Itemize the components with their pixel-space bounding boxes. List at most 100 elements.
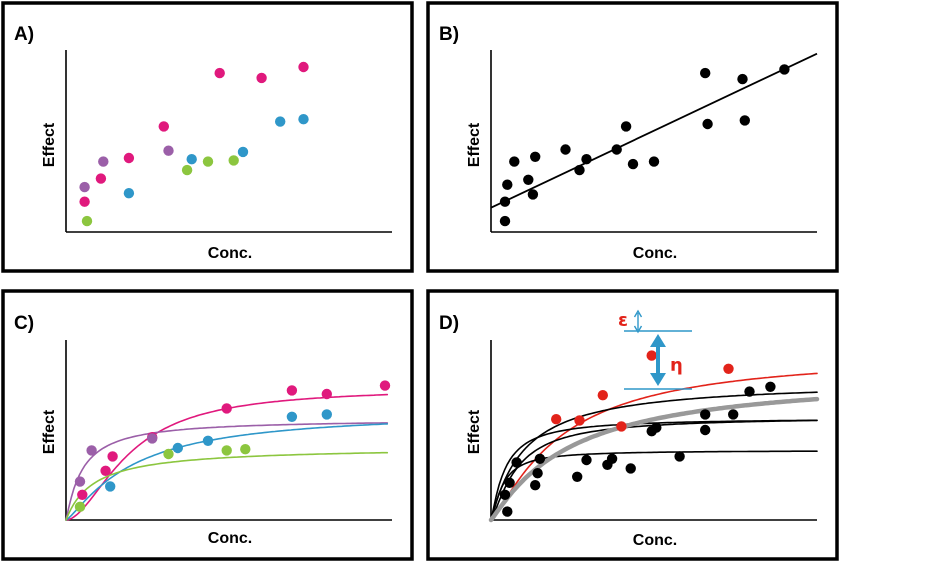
point-black-0-2	[504, 477, 515, 488]
eta-arrow-head-up	[650, 334, 666, 347]
point-black-0-5	[527, 189, 539, 200]
point-black-0-10	[611, 144, 622, 155]
point-red-1-0	[551, 414, 562, 425]
curve-purple-1	[65, 422, 389, 521]
point-black-0-13	[648, 156, 660, 167]
curve-black-1	[490, 391, 818, 521]
point-black-0-1	[499, 196, 511, 207]
point-blue-2-0	[123, 188, 135, 199]
point-black-0-0	[499, 215, 511, 227]
panel-b: B) Conc. Effect	[426, 1, 839, 273]
point-black-0-17	[739, 115, 750, 126]
panel-a-xlabel: Conc.	[208, 245, 252, 262]
point-red-1-1	[574, 415, 585, 426]
point-black-0-15	[700, 424, 711, 436]
point-black-0-8	[581, 454, 592, 466]
point-green-5-0	[228, 155, 239, 166]
point-blue-2-3	[275, 116, 286, 127]
point-purple-1-0	[79, 181, 90, 193]
panel-b-xlabel: Conc.	[633, 245, 677, 262]
point-green-3-2	[202, 156, 214, 167]
point-black-0-1	[499, 489, 511, 500]
point-black-0-0	[502, 506, 513, 517]
point-black-0-5	[532, 468, 543, 479]
point-magenta-0-1	[95, 173, 107, 184]
point-green-3-0	[74, 501, 86, 512]
point-black-0-17	[728, 409, 739, 420]
point-red-1-4	[646, 350, 657, 361]
point-green-3-1	[163, 448, 174, 460]
panel-d-ylabel: Effect	[466, 409, 483, 454]
point-black-0-18	[779, 64, 790, 75]
panel-a: A) Conc. Effect	[1, 1, 414, 273]
point-black-0-16	[737, 73, 748, 85]
point-black-0-19	[765, 381, 776, 392]
point-black-0-2	[502, 179, 513, 190]
point-black-0-13	[651, 422, 662, 433]
point-black-0-14	[674, 451, 685, 462]
panel-b-label: B)	[439, 24, 459, 45]
point-magenta-0-4	[214, 67, 225, 79]
eta-annotation: η	[624, 330, 692, 390]
eta-arrow-head-down	[650, 373, 666, 386]
epsilon-annotation: ε	[618, 309, 643, 334]
panel-d-plot	[488, 350, 820, 523]
regression-line-0	[490, 52, 818, 209]
point-purple-1-2	[147, 433, 158, 444]
point-magenta-0-0	[77, 489, 88, 500]
point-black-0-4	[523, 174, 534, 185]
panel-a-ylabel: Effect	[41, 122, 58, 167]
panel-c-ylabel: Effect	[41, 409, 58, 454]
point-purple-1-1	[98, 156, 109, 167]
point-magenta-0-5	[286, 385, 298, 396]
point-black-0-14	[700, 67, 711, 79]
panel-d-label: D)	[439, 313, 459, 334]
eta-label: η	[670, 355, 683, 376]
panel-a-frame	[1, 1, 414, 273]
point-magenta-0-6	[321, 388, 332, 400]
curve-green-3	[65, 451, 389, 521]
panel-c: C) Conc. Effect	[1, 289, 414, 561]
point-green-3-1	[181, 164, 193, 176]
epsilon-label: ε	[618, 310, 628, 331]
point-purple-1-1	[86, 445, 97, 456]
point-blue-2-1	[186, 154, 197, 165]
panel-d: D) Conc. Effect ε η	[426, 289, 839, 561]
point-purple-1-0	[74, 476, 86, 487]
point-black-0-15	[702, 118, 713, 130]
panel-c-frame	[1, 289, 414, 561]
point-green-3-0	[81, 215, 93, 227]
point-blue-2-2	[202, 435, 214, 446]
panel-c-xlabel: Conc.	[208, 530, 252, 547]
point-black-0-18	[744, 386, 755, 397]
point-black-0-3	[509, 156, 520, 167]
curve-grey-5	[488, 396, 820, 523]
point-blue-2-4	[321, 409, 332, 420]
point-blue-2-1	[172, 442, 183, 454]
curve-black-4	[490, 450, 818, 521]
point-magenta-0-7	[379, 380, 391, 391]
point-black-0-11	[620, 121, 632, 132]
point-blue-2-3	[286, 411, 298, 422]
point-blue-4-0	[298, 114, 309, 125]
point-green-3-2	[221, 445, 232, 456]
point-purple-1-2	[163, 145, 174, 156]
point-magenta-0-4	[221, 403, 232, 414]
point-blue-2-2	[237, 146, 249, 158]
point-magenta-0-2	[107, 451, 118, 462]
point-red-1-5	[723, 363, 734, 374]
point-blue-2-0	[105, 481, 116, 492]
point-black-0-8	[574, 164, 585, 176]
point-red-1-2	[597, 390, 608, 401]
panel-b-plot	[490, 52, 818, 227]
point-magenta-0-2	[123, 152, 135, 164]
point-magenta-0-0	[79, 196, 90, 207]
point-magenta-0-3	[158, 121, 169, 132]
panel-b-ylabel: Effect	[466, 122, 483, 167]
panel-a-label: A)	[14, 24, 34, 45]
point-black-0-4	[530, 480, 541, 491]
point-black-0-11	[625, 463, 636, 474]
point-red-1-3	[616, 421, 627, 432]
point-black-0-9	[581, 154, 592, 165]
point-black-0-6	[530, 151, 541, 162]
